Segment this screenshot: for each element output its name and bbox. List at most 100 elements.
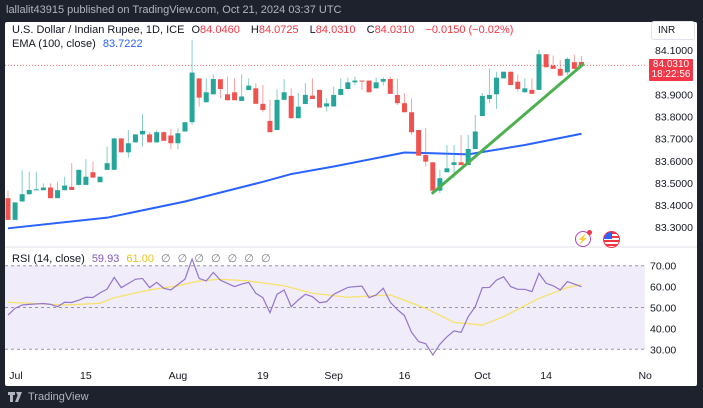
candle-body bbox=[62, 185, 68, 191]
ema-value: 83.7222 bbox=[102, 38, 143, 50]
time-axis[interactable]: Jul 15 Aug 19 Sep 16 Oct 14 No bbox=[9, 370, 652, 382]
candle bbox=[338, 78, 344, 95]
candle-body bbox=[189, 72, 195, 123]
candle-body bbox=[458, 162, 464, 165]
candle bbox=[210, 74, 216, 95]
candle bbox=[33, 171, 39, 191]
price-tick-label: 83.7000 bbox=[655, 134, 693, 146]
candle-body bbox=[571, 62, 577, 69]
candle-body bbox=[267, 120, 273, 133]
candle bbox=[430, 162, 436, 191]
rsi-placeholder: ∅ bbox=[210, 253, 221, 265]
candle-body bbox=[260, 103, 266, 111]
rsi-placeholder: ∅ bbox=[227, 253, 238, 265]
lightning-icon[interactable]: ⚡ bbox=[575, 230, 592, 247]
rsi-placeholder: ∅ bbox=[177, 253, 188, 265]
candle bbox=[232, 78, 238, 101]
candle-body bbox=[536, 54, 542, 90]
trendline[interactable] bbox=[431, 62, 585, 195]
candle bbox=[83, 159, 89, 185]
rsi-placeholder: ∅ bbox=[161, 253, 171, 265]
candle bbox=[69, 163, 75, 190]
time-tick-label: 14 bbox=[540, 370, 552, 382]
candle bbox=[401, 93, 407, 113]
candle-body bbox=[331, 94, 337, 107]
us-flag-icon[interactable] bbox=[603, 231, 620, 248]
candle-body bbox=[557, 68, 563, 76]
candle bbox=[253, 83, 259, 104]
footer-brand[interactable]: TradingView bbox=[8, 391, 89, 403]
rsi-placeholder: ∅ bbox=[260, 253, 271, 265]
candle-body bbox=[444, 168, 450, 173]
candle bbox=[203, 78, 209, 103]
rsi-tick-label: 50.00 bbox=[650, 303, 676, 315]
candle-body bbox=[217, 79, 223, 89]
symbol-title: U.S. Dollar / Indian Rupee, 1D, ICE bbox=[12, 24, 185, 36]
candle bbox=[19, 169, 25, 202]
candle-body bbox=[465, 149, 471, 165]
candle-body bbox=[274, 99, 280, 130]
candle-body bbox=[401, 103, 407, 113]
ema-legend[interactable]: EMA (100, close) 83.7222 bbox=[12, 38, 143, 50]
candle-body bbox=[515, 81, 521, 89]
candle-body bbox=[83, 176, 89, 185]
candle bbox=[536, 50, 542, 90]
candle-body bbox=[522, 88, 528, 93]
candle bbox=[246, 78, 252, 91]
candle bbox=[380, 77, 386, 86]
candle-body bbox=[387, 79, 393, 94]
candle-body bbox=[416, 129, 422, 156]
candle-body bbox=[295, 106, 301, 119]
candle-body bbox=[529, 89, 535, 94]
rsi-grid bbox=[5, 265, 645, 350]
candle-body bbox=[55, 190, 61, 199]
ema-label: EMA (100, close) bbox=[12, 38, 96, 50]
currency-button[interactable]: INR bbox=[651, 21, 695, 40]
time-tick-label: 19 bbox=[257, 370, 269, 382]
candle-body bbox=[147, 134, 153, 143]
candle-body bbox=[168, 135, 174, 144]
candle bbox=[161, 131, 167, 141]
candle-body bbox=[224, 94, 230, 101]
candle bbox=[564, 57, 570, 76]
candle-body bbox=[409, 112, 415, 133]
candle bbox=[47, 183, 53, 199]
candle-body bbox=[104, 163, 110, 170]
candle-body bbox=[33, 189, 39, 191]
price-tick-label: 83.9000 bbox=[655, 89, 693, 101]
price-tick-label: 83.6000 bbox=[655, 156, 693, 168]
rsi-axis[interactable]: 70.00 60.00 50.00 40.00 30.00 bbox=[650, 261, 676, 357]
price-tick-label: 83.4000 bbox=[655, 200, 693, 212]
candle bbox=[557, 59, 563, 76]
candle bbox=[309, 78, 315, 99]
candle bbox=[522, 78, 528, 93]
candle-body bbox=[154, 132, 160, 143]
candle-body bbox=[338, 88, 344, 95]
candle-body bbox=[12, 202, 18, 220]
rsi-legend[interactable]: RSI (14, close) 59.93 61.00 ∅ ∅ ∅ ∅ ∅ ∅ … bbox=[12, 252, 275, 265]
candle-body bbox=[47, 187, 53, 199]
candle-body bbox=[182, 122, 188, 132]
candle bbox=[140, 114, 146, 147]
symbol-legend[interactable]: U.S. Dollar / Indian Rupee, 1D, ICE O84.… bbox=[12, 24, 517, 36]
publisher-caption: lallalit43915 published on TradingView.c… bbox=[6, 4, 342, 16]
candle-body bbox=[90, 172, 96, 178]
time-tick-label: No bbox=[638, 370, 652, 382]
candle-body bbox=[373, 82, 379, 89]
candle-body bbox=[451, 162, 457, 165]
candle-body bbox=[302, 94, 308, 105]
candle bbox=[529, 78, 535, 94]
candle-body bbox=[288, 95, 294, 119]
candle-body bbox=[472, 131, 478, 150]
candle-body bbox=[309, 95, 315, 99]
price-axis[interactable]: 84.1000 83.9000 83.8000 83.7000 83.6000 83.50… bbox=[655, 45, 693, 234]
candle bbox=[175, 128, 181, 150]
candle bbox=[465, 135, 471, 165]
candle-body bbox=[352, 80, 358, 83]
time-tick-label: Aug bbox=[169, 370, 188, 382]
rsi-ma-line bbox=[7, 278, 582, 326]
candle bbox=[486, 68, 492, 104]
candle bbox=[444, 145, 450, 173]
candle-body bbox=[578, 61, 584, 66]
